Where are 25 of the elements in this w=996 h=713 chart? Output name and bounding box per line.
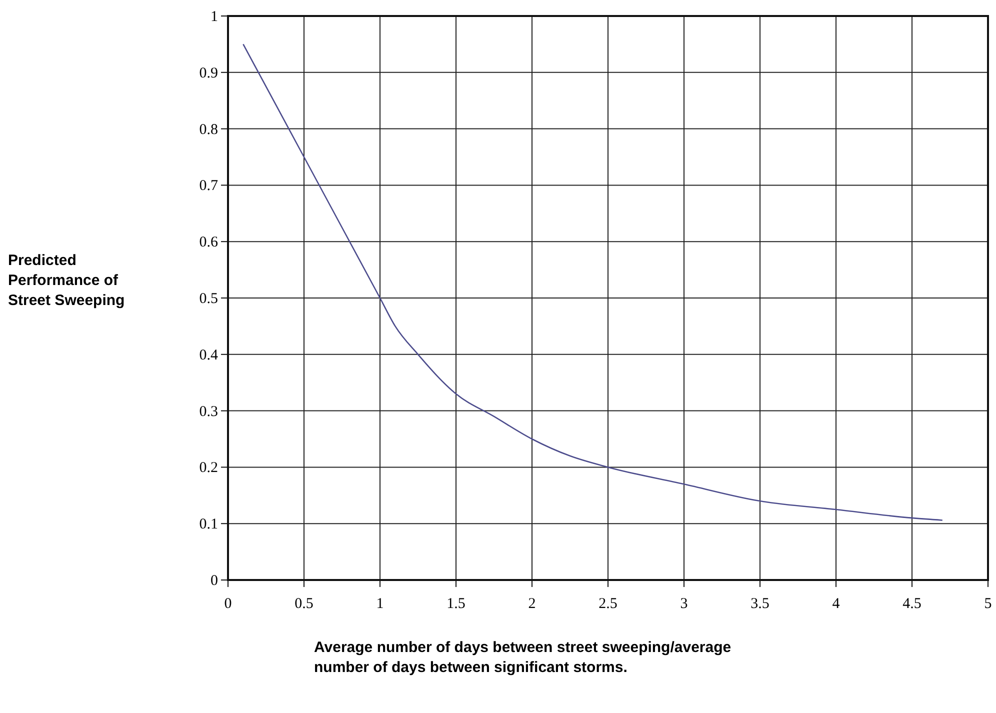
x-axis-title: Average number of days between street sweeping/average number of days between significant storms. [314, 639, 732, 676]
y-tick-label: 0.5 [199, 291, 218, 307]
y-tick-label: 0.9 [199, 65, 218, 82]
y-tick-label: 0.3 [199, 404, 218, 420]
y-tick-label: 0.7 [199, 178, 218, 194]
x-tick-label: 5 [984, 596, 992, 612]
y-axis-title: Predicted Performance of Street Sweeping [8, 252, 125, 309]
x-tick-label: 3.5 [750, 596, 770, 612]
y-tick-label: 0.1 [199, 516, 218, 533]
x-tick-label: 4.5 [902, 596, 922, 612]
line-series [242, 44, 944, 521]
y-tick-label: 0.8 [199, 122, 218, 138]
y-tick-label: 0 [210, 573, 218, 589]
x-tick-label: 0 [224, 596, 232, 612]
y-tick-label: 0.6 [199, 234, 218, 251]
y-tick-label: 0.4 [199, 347, 218, 364]
y-tick-label: 0.2 [199, 460, 218, 476]
x-tick-label: 4 [832, 596, 840, 612]
x-tick-label: 1 [376, 596, 384, 612]
x-tick-label: 2.5 [598, 596, 618, 612]
x-tick-label: 0.5 [294, 596, 314, 612]
y-tick-label: 1 [210, 9, 218, 25]
x-tick-label: 1.5 [446, 596, 466, 612]
x-tick-label: 3 [680, 596, 688, 612]
x-tick-label: 2 [528, 596, 536, 612]
